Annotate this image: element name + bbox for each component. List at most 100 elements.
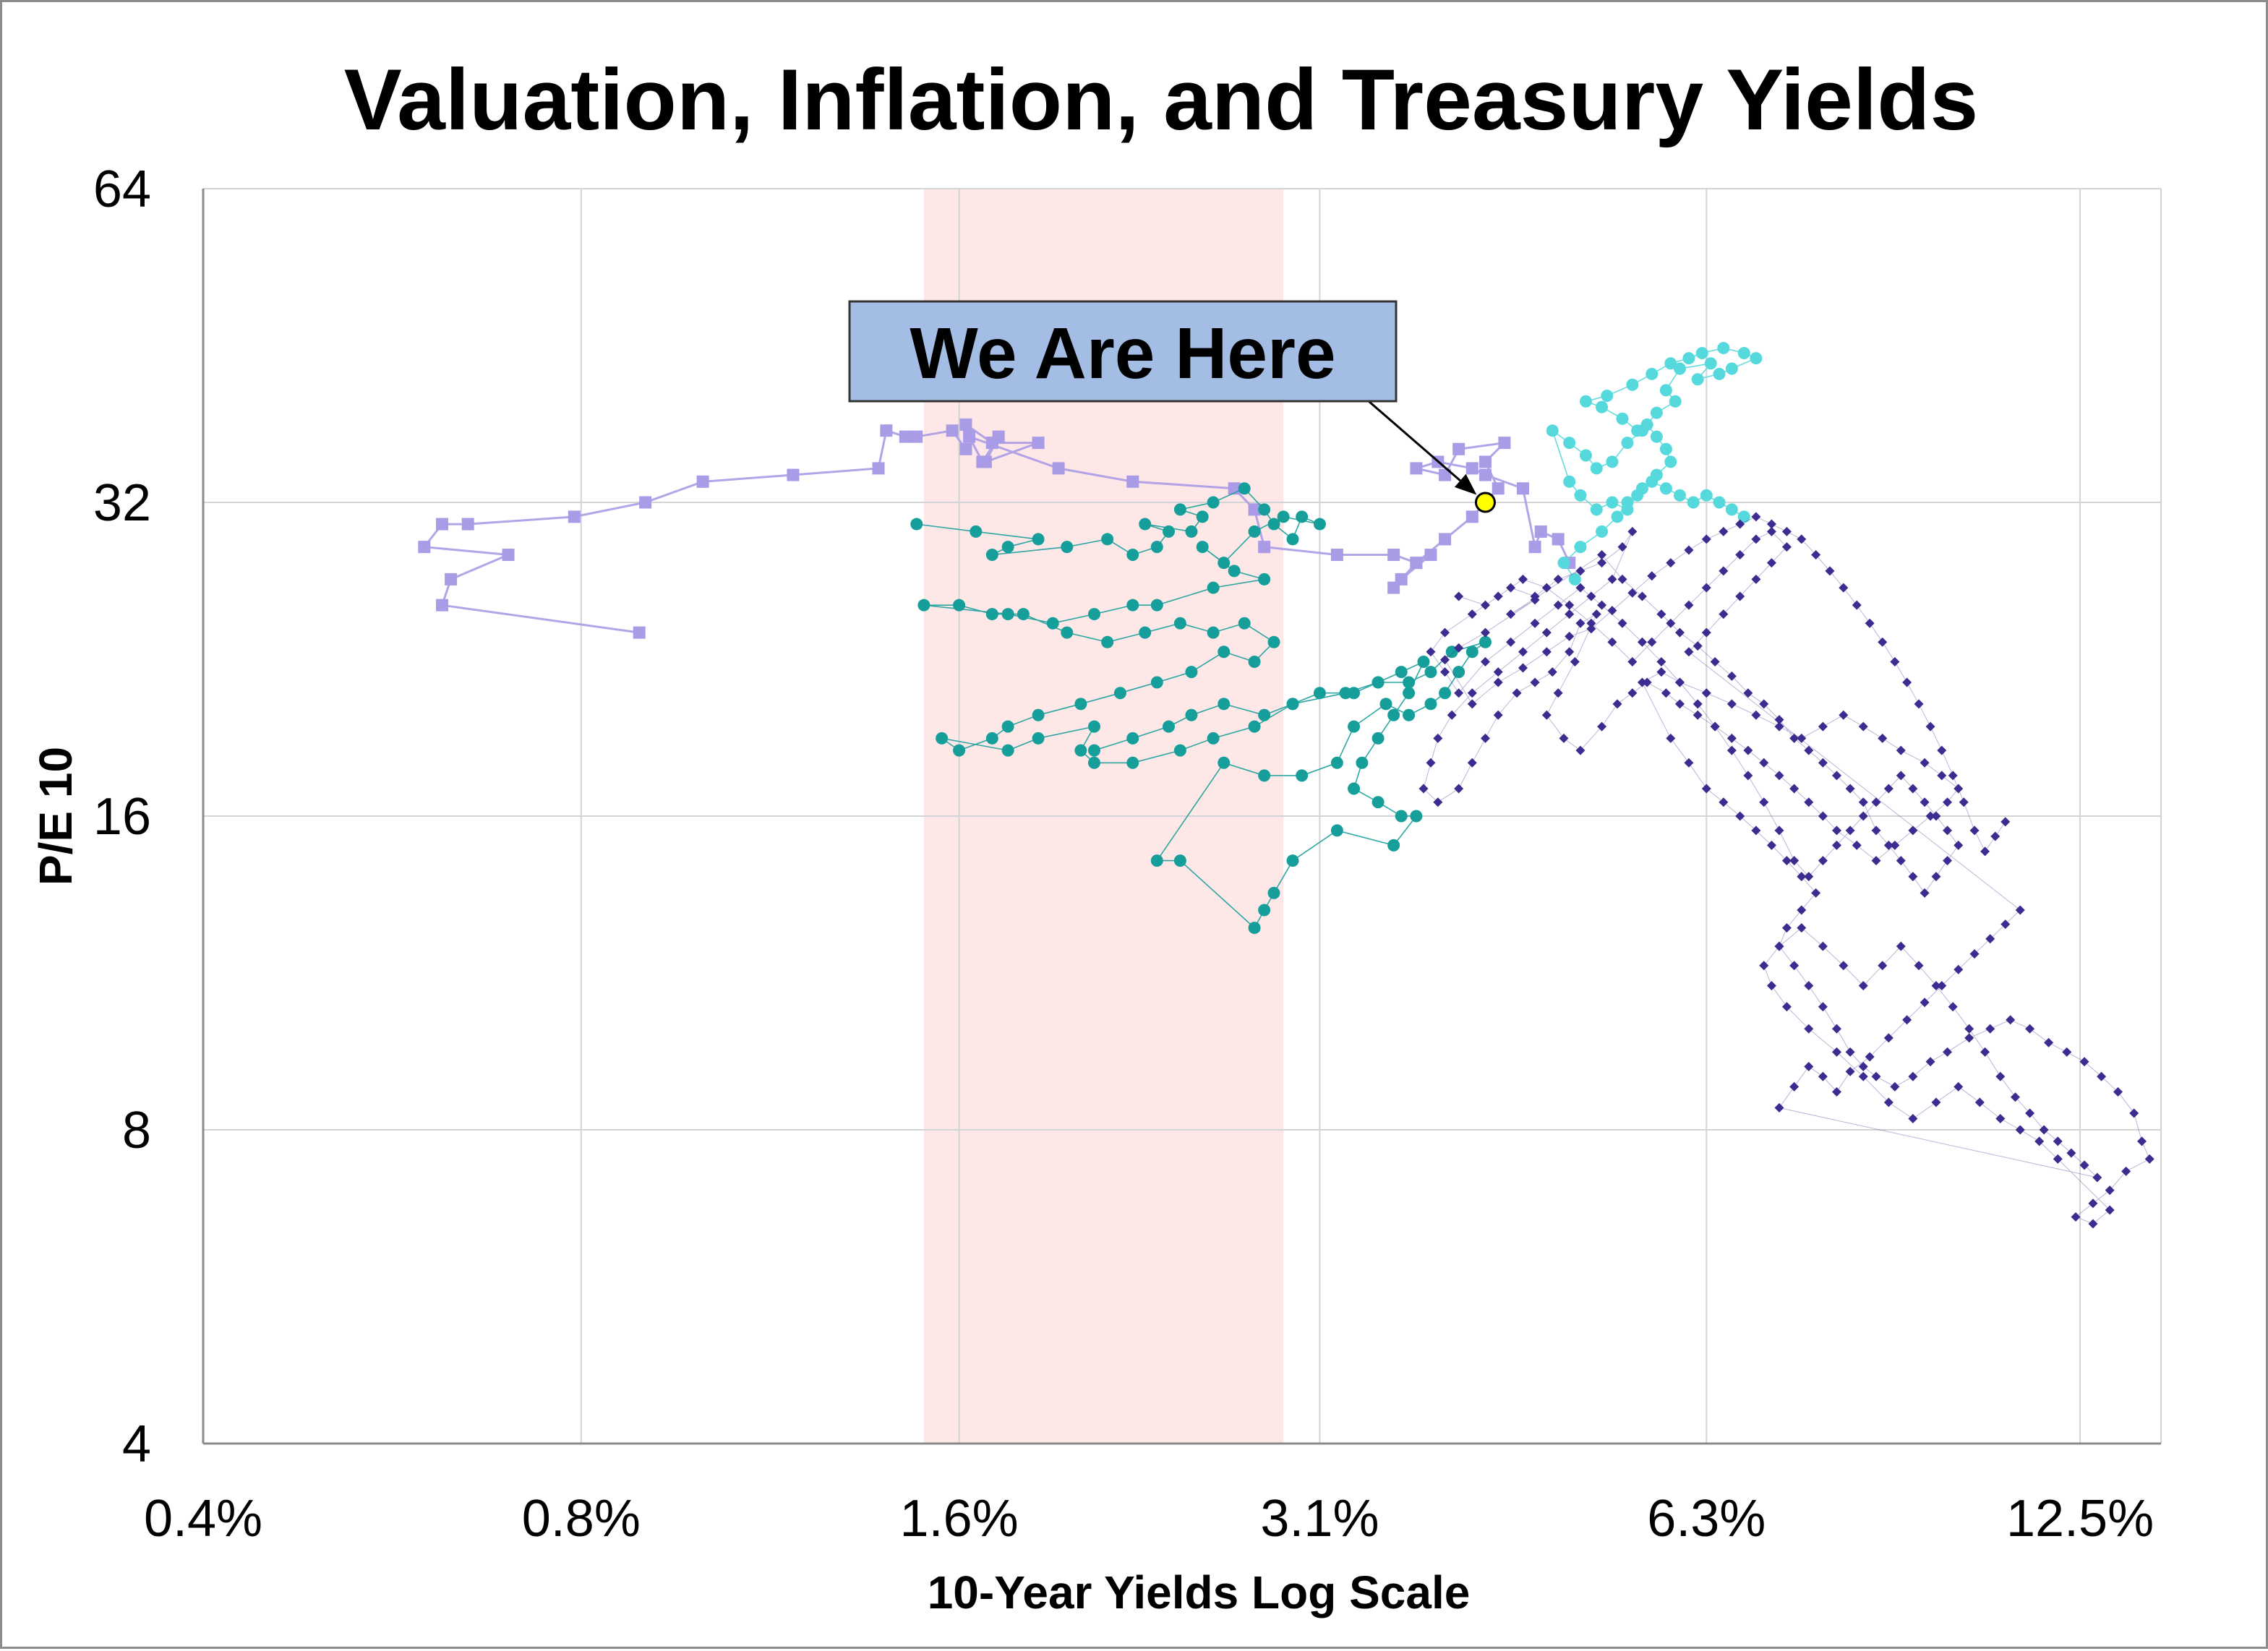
current-position-marker (1474, 492, 1496, 513)
data-point (1682, 352, 1695, 365)
data-point (1607, 574, 1617, 584)
data-point (1586, 591, 1596, 601)
data-point (1207, 496, 1220, 509)
data-point (1781, 542, 1792, 552)
data-point (2015, 905, 2025, 915)
data-point (1452, 442, 1465, 455)
data-point (1074, 698, 1087, 711)
x-tick-label: 0.8% (522, 1490, 641, 1548)
data-point (1426, 647, 1436, 657)
data-point (1925, 811, 1935, 821)
data-point (1001, 541, 1014, 554)
data-point (1852, 840, 1862, 850)
data-point (1789, 733, 1800, 743)
data-point (1647, 637, 1657, 647)
data-point (2000, 919, 2011, 930)
data-point (1440, 655, 1450, 665)
data-point (1196, 541, 1209, 554)
data-point (1403, 676, 1416, 689)
data-point (1454, 784, 1464, 794)
data-point (1797, 905, 1807, 915)
series-purple-squares (418, 418, 1576, 639)
data-point (1673, 489, 1686, 502)
data-point (1725, 503, 1738, 516)
data-point (2079, 1057, 2089, 1067)
annotation: We Are Here (848, 300, 1496, 513)
data-point (1218, 646, 1231, 659)
data-point (502, 549, 515, 562)
data-point (1804, 872, 1814, 882)
we-are-here-label: We Are Here (910, 313, 1335, 394)
data-point (1726, 699, 1737, 709)
data-point (1218, 756, 1231, 769)
data-point (1737, 347, 1750, 360)
data-point (1258, 769, 1271, 782)
series-navy-diamonds (1418, 512, 2154, 1229)
data-point (1267, 518, 1280, 531)
data-point (1207, 581, 1220, 594)
data-point (1627, 688, 1638, 698)
data-point (1530, 618, 1540, 628)
data-point (1348, 687, 1361, 700)
data-point (1959, 797, 1969, 807)
data-point (1207, 732, 1220, 745)
data-point (1454, 591, 1464, 601)
data-point (1597, 721, 1607, 732)
data-point (1579, 395, 1592, 408)
data-point (1818, 721, 1828, 732)
data-point (1995, 1114, 2006, 1124)
data-point (1743, 688, 1753, 698)
data-point (1878, 733, 1888, 743)
data-point (1766, 981, 1776, 991)
data-point (1626, 378, 1639, 391)
data-point (436, 518, 449, 531)
data-point (1684, 758, 1694, 768)
data-point (1948, 771, 1958, 781)
data-point (1693, 699, 1703, 709)
data-point (1173, 503, 1186, 516)
data-point (1465, 646, 1479, 659)
data-point (1553, 600, 1563, 610)
data-point (1713, 496, 1726, 509)
data-point (436, 599, 449, 612)
data-point (1766, 558, 1776, 568)
data-point (1664, 455, 1677, 468)
data-point (1789, 856, 1800, 866)
data-point (1528, 541, 1541, 554)
data-point (1914, 699, 1924, 709)
data-point (1890, 840, 1900, 850)
data-point (1804, 797, 1814, 807)
data-point (1541, 647, 1552, 657)
data-point (1659, 482, 1672, 495)
data-point (1590, 462, 1603, 475)
data-point (1480, 733, 1490, 743)
data-point (1512, 688, 1522, 698)
data-point (2000, 817, 2011, 827)
data-point (1737, 510, 1750, 523)
data-point (1759, 961, 1769, 971)
data-point (1637, 677, 1647, 687)
data-point (1277, 510, 1290, 523)
data-point (1700, 489, 1713, 502)
data-point (1701, 627, 1711, 638)
data-point (1607, 606, 1617, 616)
data-point (1465, 510, 1479, 523)
data-point (1196, 510, 1209, 523)
data-point (1818, 856, 1828, 866)
data-point (1597, 550, 1607, 560)
data-point (1831, 1024, 1841, 1034)
data-point (1597, 600, 1607, 610)
data-point (1563, 437, 1576, 450)
data-point (880, 424, 893, 437)
data-point (1001, 608, 1014, 621)
data-point (1974, 1097, 1985, 1107)
x-tick-label: 12.5% (2006, 1490, 2154, 1548)
x-tick-label: 3.1% (1260, 1490, 1379, 1548)
data-point (1717, 342, 1730, 355)
data-point (1627, 588, 1638, 598)
data-point (1797, 872, 1807, 882)
data-point (1611, 510, 1624, 523)
data-point (1372, 796, 1385, 809)
data-point (1465, 462, 1479, 475)
